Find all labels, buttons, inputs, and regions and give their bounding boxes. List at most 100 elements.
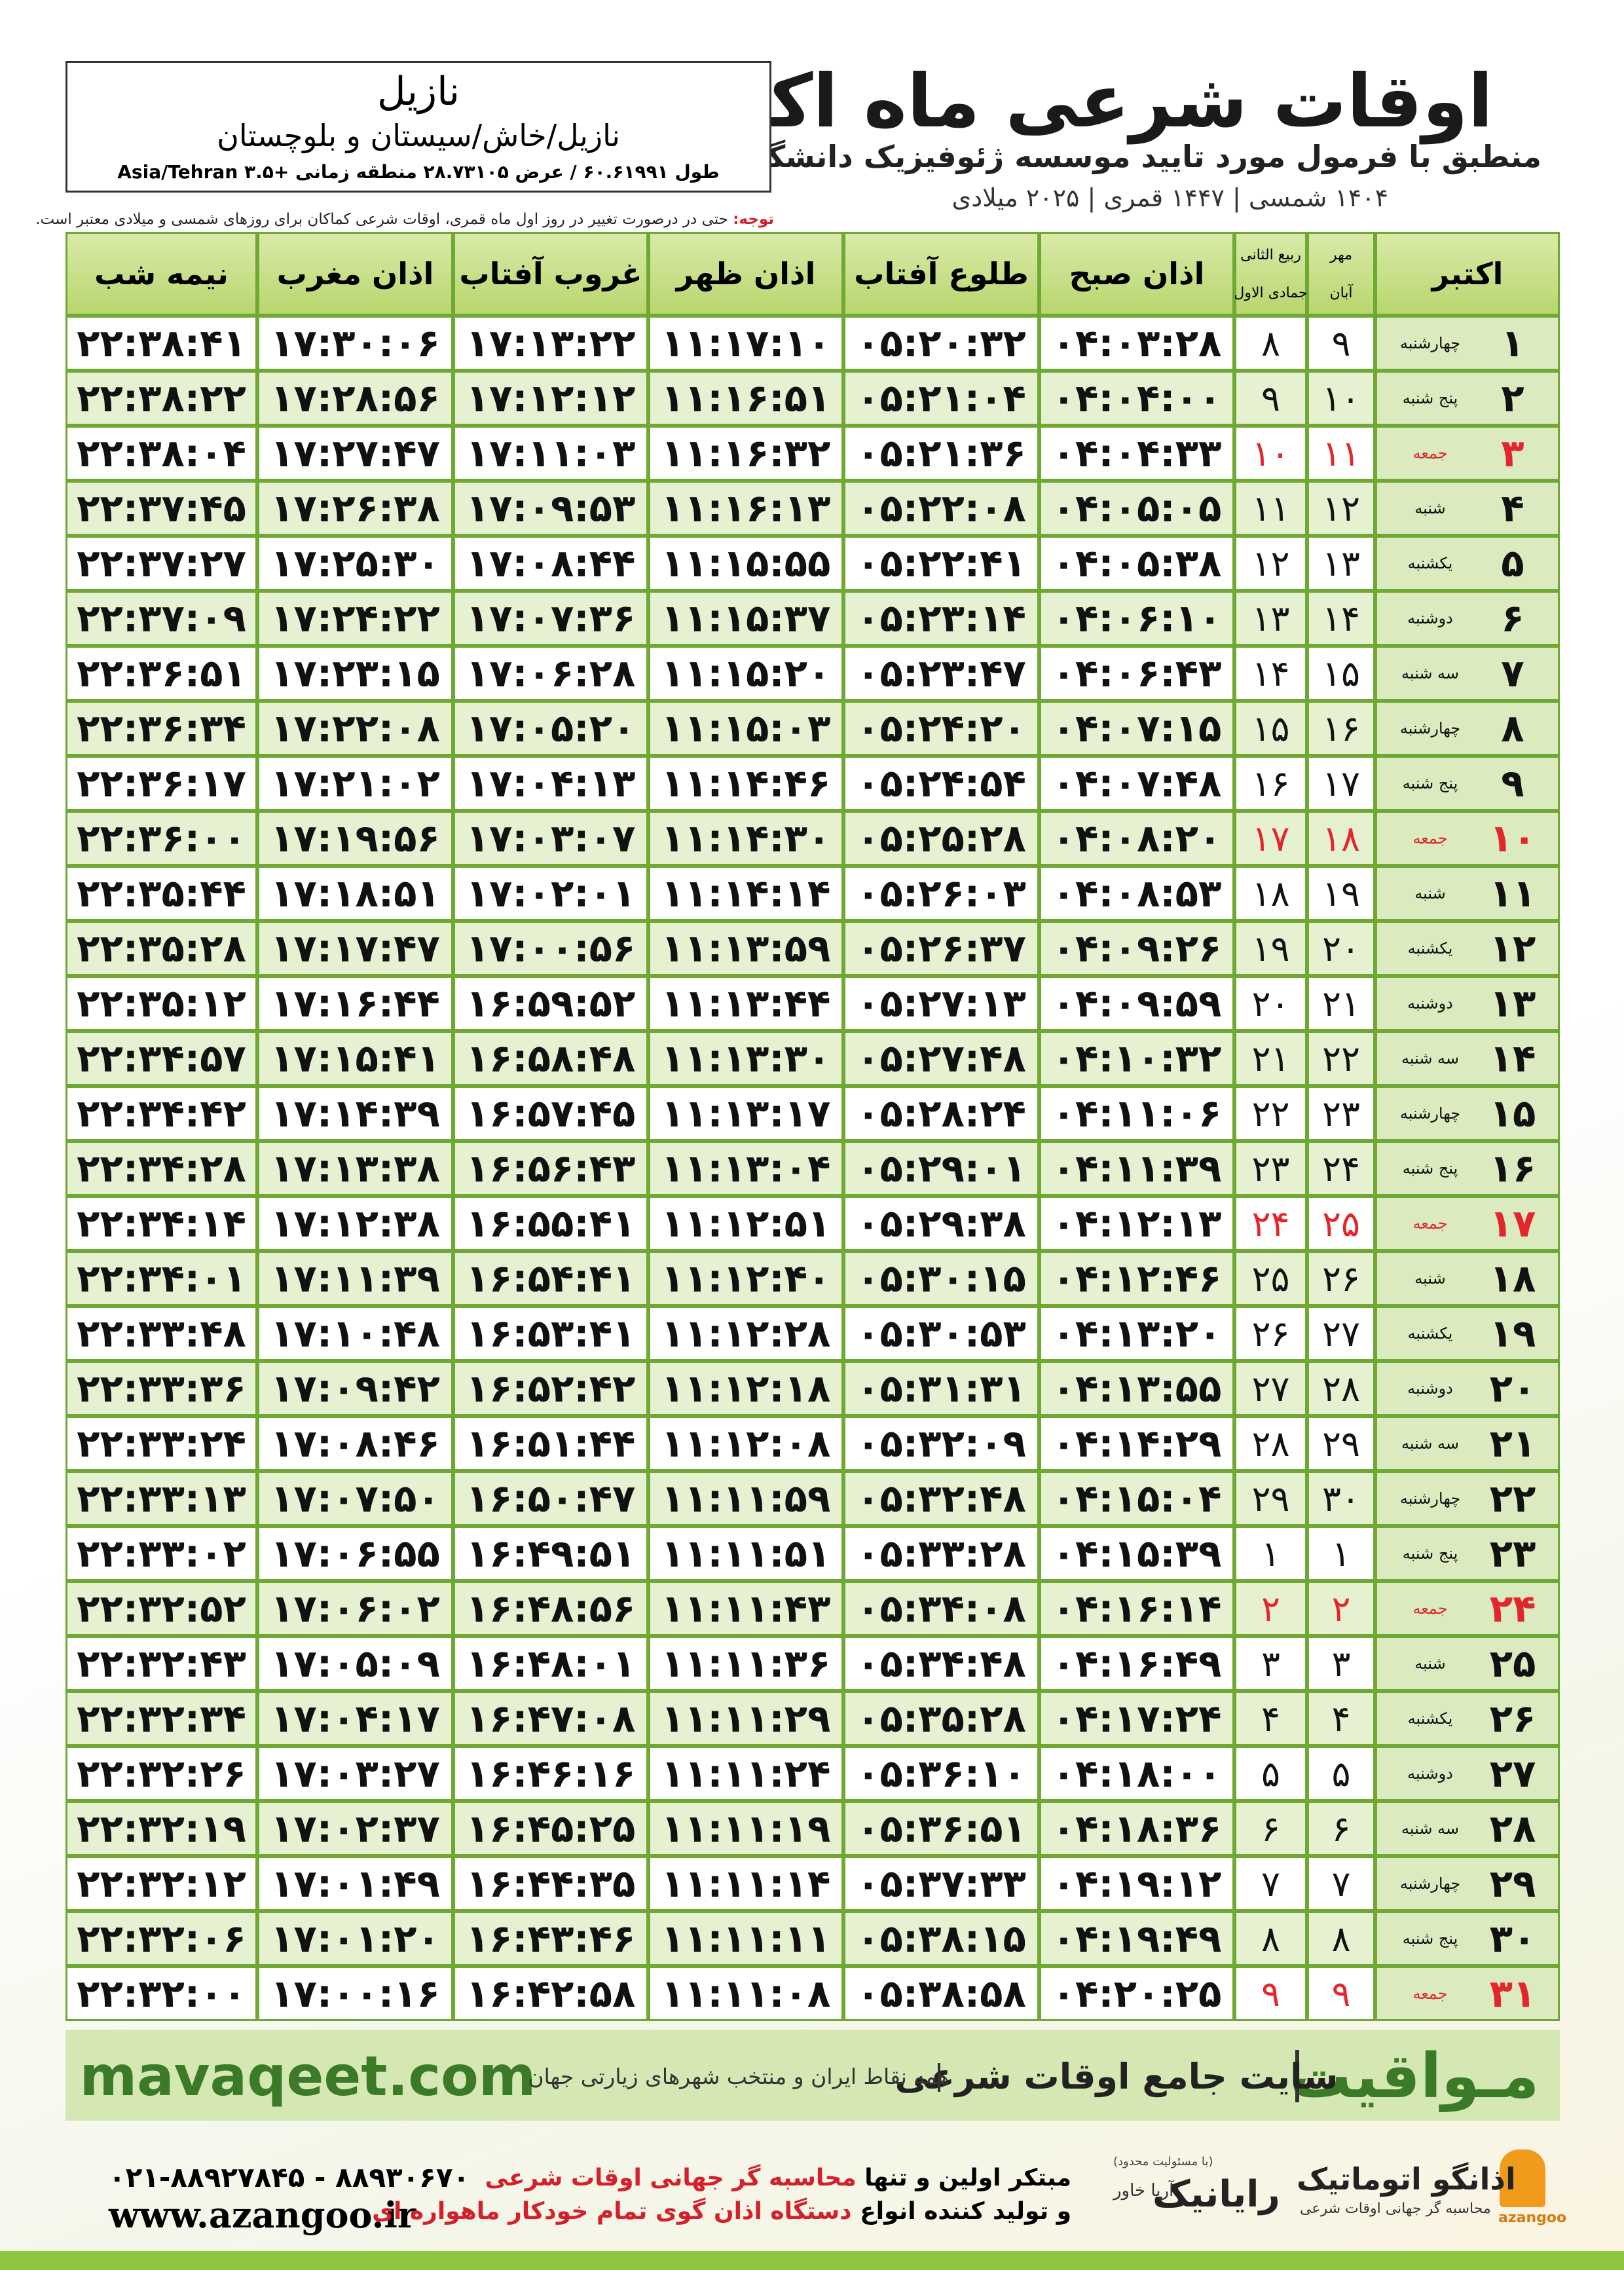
time: ۱۷:۲۵:۳۰ [270,541,440,586]
table-cell: ۱۳ [1307,536,1375,591]
time: ۲۲:۳۶:۵۱ [77,651,246,696]
table-cell: ۰۴:۱۳:۵۵ [1039,1361,1234,1416]
dates: ۱۴۰۴ شمسی | ۱۴۴۷ قمری | ۲۰۲۵ میلادی [951,183,1388,212]
table-cell: ۲۳ [1307,1086,1375,1141]
table-cell: ۱۱:۱۳:۱۷ [648,1086,843,1141]
table-cell: ۱۲ [1234,536,1307,591]
time: ۰۵:۳۰:۵۳ [857,1311,1026,1356]
table-cell: ۰۴:۰۶:۴۳ [1039,646,1234,701]
time: ۱۱:۱۲:۲۸ [661,1311,831,1356]
table-cell: ۲۷ [1307,1306,1375,1361]
weekday: جمعه [1412,1214,1448,1233]
table-cell: ۱۱:۱۱:۵۹ [648,1471,843,1526]
time: ۱۷:۱۷:۴۷ [270,926,440,971]
table-cell: ۱۷:۱۹:۵۶ [257,811,453,866]
time: ۰۵:۳۶:۱۰ [857,1751,1026,1796]
table-cell: ۱۲ [1307,481,1375,536]
table-cell: ۱۷:۰۸:۴۴ [453,536,648,591]
table-cell: ۰۵:۲۱:۰۴ [843,371,1039,426]
table-cell: ۲۱ سه شنبه [1375,1416,1560,1471]
table-cell: ۸ چهارشنبه [1375,701,1560,756]
table-cell: ۰۵:۲۳:۴۷ [843,646,1039,701]
table-cell: ۱۱:۱۳:۵۹ [648,921,843,976]
day-number: ۱۲ [1489,926,1536,971]
day-number: ۳ [1501,431,1524,475]
time: ۱۷:۲۶:۳۸ [270,486,440,530]
time: ۰۴:۰۵:۰۵ [1052,486,1222,530]
table-cell: ۲۲:۳۷:۲۷ [65,536,257,591]
calendar-day: ۱۴ [1251,652,1290,694]
table-cell: ۱۶ پنج شنبه [1375,1141,1560,1196]
time: ۰۴:۱۶:۴۹ [1052,1641,1222,1686]
table-cell: ۸ [1234,316,1307,371]
table-cell: ۵ یکشنبه [1375,536,1560,591]
table-cell: ۳۱ جمعه [1375,1966,1560,2021]
day-number: ۱۷ [1489,1201,1536,1246]
time: ۱۷:۰۲:۰۱ [466,871,636,916]
banner-site[interactable]: mavaqeet.com [79,2044,536,2108]
table-cell: ۲۶ یکشنبه [1375,1691,1560,1746]
calendar-day: ۱۷ [1322,762,1361,804]
time: ۲۲:۳۷:۰۹ [77,596,246,641]
table-cell: ۱۶:۴۳:۴۶ [453,1911,648,1966]
table-cell: ۱۷:۰۵:۲۰ [453,701,648,756]
time: ۱۶:۴۶:۱۶ [466,1751,636,1796]
time: ۲۲:۳۷:۴۵ [77,486,246,530]
time: ۲۲:۳۵:۲۸ [77,926,246,971]
table-cell: ۵ [1234,1746,1307,1801]
time: ۱۷:۱۱:۳۹ [270,1256,440,1301]
table-cell: ۱۶:۵۲:۴۲ [453,1361,648,1416]
time: ۰۴:۱۸:۰۰ [1052,1751,1222,1796]
table-cell: ۱۱:۱۱:۴۳ [648,1581,843,1636]
table-cell: ۱۷:۲۱:۰۲ [257,756,453,811]
location-coords: طول ۶۰.۶۱۹۹۱ / عرض ۲۸.۷۳۱۰۵ منطقه زمانی … [117,160,720,183]
logo-raianik: رایانیک [1153,2173,1280,2216]
table-cell: ۴ شنبه [1375,481,1560,536]
table-cell: ۱۸ شنبه [1375,1251,1560,1306]
table-cell: ۱۴ [1307,591,1375,646]
website[interactable]: www.azangoo.ir [109,2194,416,2236]
table-cell: ۰۵:۲۳:۱۴ [843,591,1039,646]
day-number: ۳۱ [1489,1971,1536,2016]
table-cell: ۱۷ جمعه [1375,1196,1560,1251]
weekday: چهارشنبه [1399,1104,1461,1123]
table-cell: ۲۲:۳۶:۰۰ [65,811,257,866]
table-cell: ۱۷:۰۳:۲۷ [257,1746,453,1801]
table-cell: ۰۴:۱۷:۲۴ [1039,1691,1234,1746]
table-cell: ۱۱:۱۴:۳۰ [648,811,843,866]
time: ۱۶:۴۴:۳۵ [466,1861,636,1906]
time: ۰۵:۳۵:۲۸ [857,1696,1026,1741]
calendar-day: ۲ [1261,1588,1281,1629]
time: ۰۵:۲۴:۵۴ [857,761,1026,806]
table-cell: ۱۴ سه شنبه [1375,1031,1560,1086]
time: ۱۶:۵۷:۴۵ [466,1091,636,1136]
header-cell: اذان ظهر [648,232,843,316]
time: ۰۴:۰۸:۲۰ [1052,816,1222,861]
weekday: سه شنبه [1401,664,1460,682]
time: ۰۵:۲۰:۳۲ [857,321,1026,365]
weekday: شنبه [1414,884,1446,902]
calendar-day: ۲۷ [1251,1368,1290,1409]
day-number: ۳۰ [1489,1916,1536,1961]
day-number: ۲۱ [1489,1421,1536,1466]
table-cell: ۱۱ [1234,481,1307,536]
table-cell: ۲۰ [1234,976,1307,1031]
footer-highlight: دستگاه اذان گوی تمام خودکار ماهواره ای [372,2198,852,2225]
table-cell: ۰۵:۲۱:۳۶ [843,426,1039,481]
header-label: اذان مغرب [276,256,434,291]
table-cell: ۰۵:۳۸:۱۵ [843,1911,1039,1966]
table-cell: ۰۵:۳۳:۲۸ [843,1526,1039,1581]
weekday: چهارشنبه [1399,1489,1461,1508]
table-cell: ۱۷:۰۴:۱۷ [257,1691,453,1746]
table-cell: ۰۴:۱۸:۳۶ [1039,1801,1234,1856]
time: ۰۵:۲۷:۱۳ [857,981,1026,1026]
table-cell: ۲۳ [1234,1141,1307,1196]
time: ۰۵:۲۱:۳۶ [857,431,1026,475]
time: ۲۲:۳۴:۱۴ [77,1201,246,1246]
time: ۲۲:۳۲:۰۰ [77,1971,246,2016]
table-cell: ۱۷:۰۲:۳۷ [257,1801,453,1856]
table-cell: ۲۲:۳۵:۴۴ [65,866,257,921]
time: ۱۷:۱۳:۳۸ [270,1146,440,1191]
time: ۰۵:۳۸:۵۸ [857,1971,1026,2016]
